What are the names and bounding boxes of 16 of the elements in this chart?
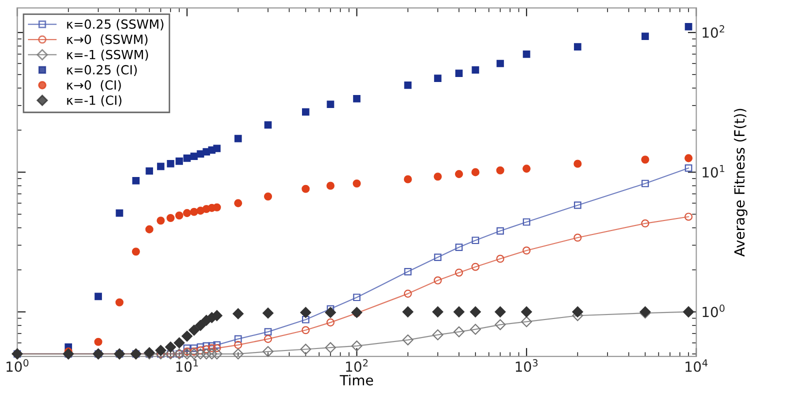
legend-label: κ=-1 (SSWM) xyxy=(67,50,148,61)
x-tick-label: 10$^{1}$ xyxy=(176,359,198,372)
x-tick-label: 10$^{2}$ xyxy=(346,359,368,372)
legend-label: κ→0 (SSWM) xyxy=(67,34,148,46)
x-tick-label: 10$^{3}$ xyxy=(516,359,538,372)
legend-label: κ=0.25 (SSWM) xyxy=(67,19,164,30)
x-tick-label: 10$^{4}$ xyxy=(686,359,708,372)
x-tick-label: 10$^{0}$ xyxy=(6,359,28,372)
y-axis-title: Average Fitness (F̄(t)) xyxy=(734,108,748,257)
legend-label: κ→0 (CI) xyxy=(67,80,121,92)
y-tick-label: 10$^{0}$ xyxy=(702,304,724,318)
legend-label: κ=-1 (CI) xyxy=(67,95,122,106)
y-tick-label: 10$^{2}$ xyxy=(702,25,724,38)
y-tick-label: 10$^{1}$ xyxy=(702,164,724,178)
legend-label: κ=0.25 (CI) xyxy=(67,64,137,76)
x-axis-title: Time xyxy=(340,374,374,386)
